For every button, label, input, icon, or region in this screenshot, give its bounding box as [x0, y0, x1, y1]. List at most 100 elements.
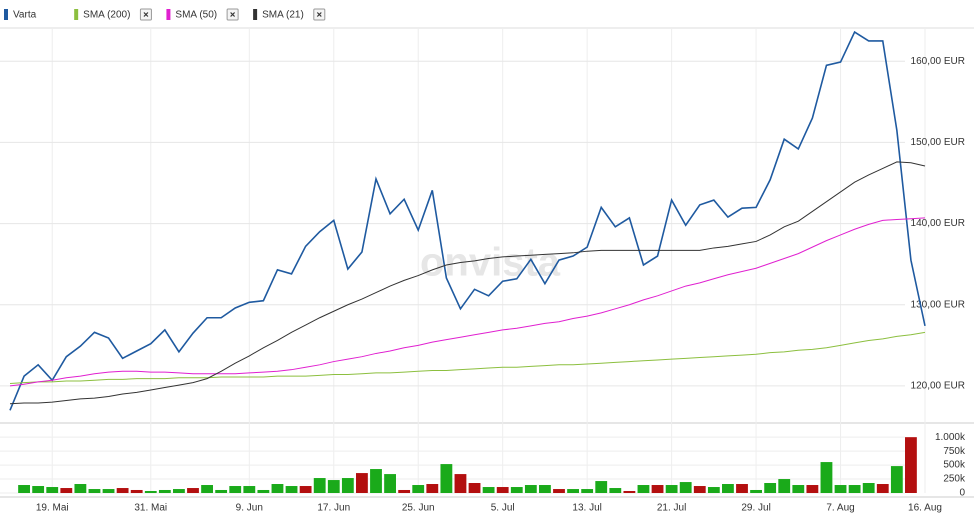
volume-bar	[356, 473, 368, 493]
legend-label: SMA (50)	[175, 10, 217, 21]
volume-bar	[130, 489, 143, 493]
volume-bar	[229, 486, 242, 493]
volume-bar	[862, 483, 875, 493]
legend-swatch	[4, 9, 8, 20]
y-tick-label: 1.000k	[935, 432, 966, 443]
y-tick-label: 500k	[943, 460, 966, 471]
volume-bar	[299, 486, 312, 493]
x-tick-label: 17. Jun	[317, 503, 350, 514]
x-tick-label: 9. Jun	[236, 503, 263, 514]
volume-bar	[665, 485, 678, 493]
volume-bar	[243, 486, 256, 493]
volume-bar	[18, 485, 30, 493]
volume-bar	[60, 488, 73, 493]
volume-bar	[468, 483, 481, 493]
x-tick-label: 5. Jul	[491, 503, 515, 514]
volume-bar	[285, 486, 298, 493]
x-tick-label: 19. Mai	[36, 503, 69, 514]
line-series	[9, 161, 926, 405]
volume-bar	[271, 484, 284, 493]
volume-bar	[764, 483, 777, 493]
volume-bar	[553, 489, 565, 493]
x-tick-label: 7. Aug	[826, 503, 854, 514]
volume-bar	[707, 487, 720, 493]
volume-bar	[510, 487, 523, 493]
volume-bar	[426, 484, 439, 493]
volume-bar	[722, 484, 734, 493]
volume-bar	[637, 485, 650, 493]
volume-bar	[257, 489, 270, 493]
volume-bar	[750, 489, 762, 493]
volume-bar	[88, 489, 101, 493]
volume-bar	[440, 464, 453, 493]
volume-bar	[173, 489, 185, 493]
y-tick-label: 160,00 EUR	[911, 56, 965, 67]
legend-label: SMA (21)	[262, 10, 304, 21]
volume-bar	[581, 489, 594, 493]
volume-bar	[792, 485, 805, 493]
legend-swatch	[74, 9, 79, 20]
volume-bar	[187, 488, 199, 493]
volume-bar	[327, 480, 340, 493]
volume-bar	[651, 485, 664, 493]
volume-bar	[370, 469, 382, 493]
volume-bar	[482, 487, 495, 493]
volume-bar	[116, 488, 129, 493]
x-tick-label: 16. Aug	[908, 503, 942, 514]
y-tick-label: 0	[959, 488, 965, 499]
x-tick-label: 13. Jul	[572, 503, 601, 514]
volume-bar	[412, 485, 425, 493]
x-tick-label: 25. Jun	[402, 503, 435, 514]
volume-bar	[905, 437, 917, 493]
volume-bar	[820, 462, 833, 493]
y-tick-label: 140,00 EUR	[911, 218, 965, 229]
volume-bar	[693, 486, 706, 493]
legend-close-icon	[316, 12, 322, 17]
y-tick-label: 120,00 EUR	[911, 381, 965, 392]
volume-bar	[539, 485, 551, 493]
volume-bar	[454, 474, 467, 493]
volume-bar	[32, 486, 45, 493]
legend-close-icon	[230, 12, 236, 17]
volume-bar	[679, 482, 692, 493]
legend-swatch	[166, 9, 171, 20]
line-series	[9, 331, 926, 384]
x-tick-label: 31. Mai	[134, 503, 167, 514]
volume-bar	[144, 490, 157, 493]
volume-bar	[524, 485, 537, 493]
volume-bar	[384, 474, 396, 493]
volume-bar	[201, 485, 213, 493]
legend-swatch	[253, 9, 258, 20]
x-tick-label: 29. Jul	[741, 503, 770, 514]
volume-bar	[806, 485, 819, 493]
volume-bar	[398, 489, 411, 493]
volume-bar	[890, 466, 903, 493]
volume-bar	[46, 487, 59, 493]
volume-bar	[609, 488, 622, 493]
volume-bar	[848, 485, 861, 493]
line-series	[9, 217, 926, 387]
volume-bar	[215, 489, 228, 493]
line-series	[9, 30, 926, 411]
legend-close-icon	[143, 12, 149, 17]
volume-bar	[623, 490, 636, 493]
legend-label: SMA (200)	[83, 10, 130, 21]
y-tick-label: 750k	[943, 446, 966, 457]
volume-bar	[736, 484, 748, 493]
y-tick-label: 130,00 EUR	[911, 299, 965, 310]
volume-bar	[567, 489, 579, 493]
volume-bar	[778, 479, 791, 493]
volume-bar	[102, 489, 115, 493]
volume-bar	[834, 485, 847, 493]
volume-bar	[496, 487, 509, 493]
y-tick-label: 150,00 EUR	[911, 137, 965, 148]
volume-bar	[595, 481, 608, 493]
y-tick-label: 250k	[943, 474, 966, 485]
legend-label: Varta	[13, 10, 37, 21]
volume-bar	[876, 484, 889, 493]
volume-bar	[158, 489, 171, 493]
x-tick-label: 21. Jul	[657, 503, 686, 514]
volume-bar	[74, 484, 87, 493]
